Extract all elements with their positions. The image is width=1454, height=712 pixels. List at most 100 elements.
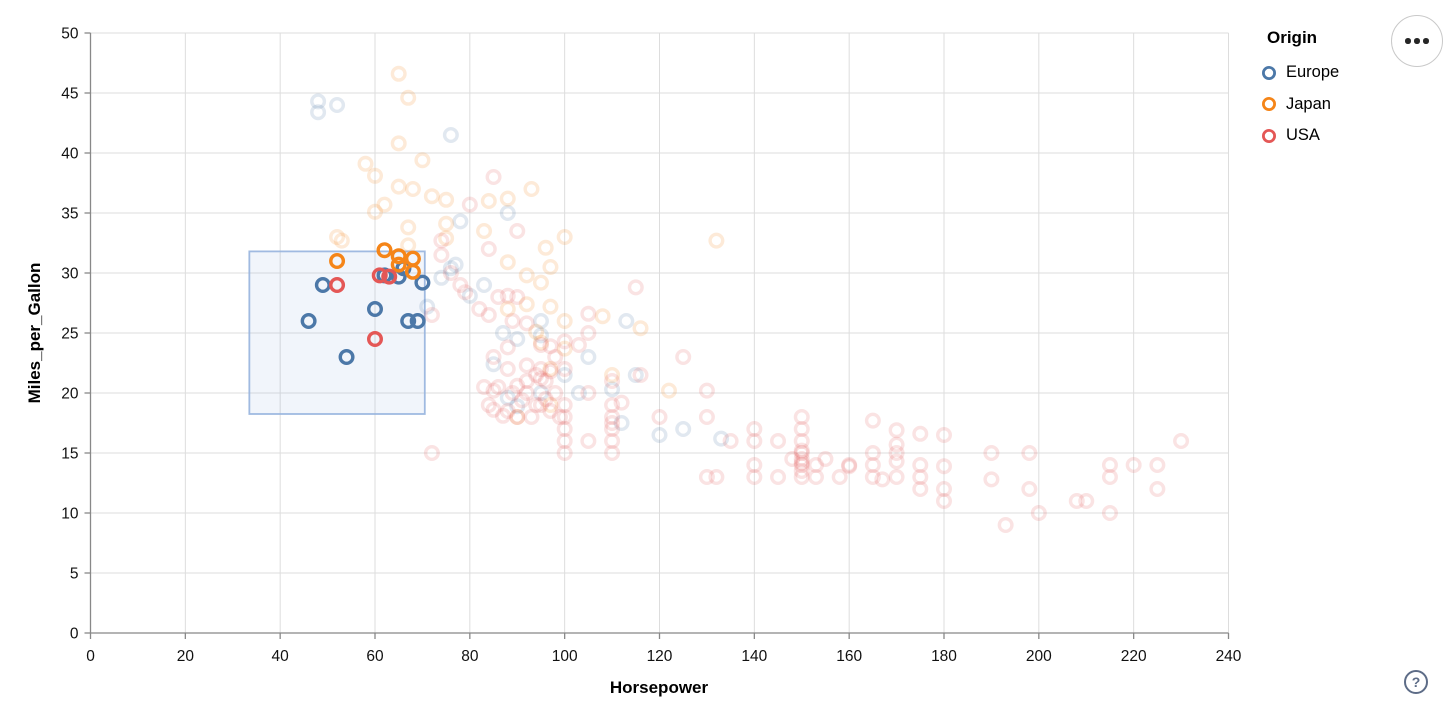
data-point-unselected <box>499 301 516 318</box>
data-point-unselected <box>471 301 488 318</box>
data-point-selected <box>404 263 421 280</box>
data-point-unselected <box>532 274 549 291</box>
data-point-unselected <box>698 382 715 399</box>
y-tick-label: 30 <box>61 266 79 283</box>
y-tick-label: 45 <box>61 86 78 103</box>
data-point-unselected <box>831 469 848 486</box>
y-tick-label: 50 <box>61 26 79 43</box>
brush-selection[interactable] <box>248 250 426 415</box>
data-point-unselected <box>864 469 881 486</box>
data-point-unselected <box>888 469 905 486</box>
data-point-unselected <box>476 222 493 239</box>
data-point-unselected <box>556 340 573 357</box>
data-point-selected <box>329 252 346 269</box>
data-point-unselected <box>476 379 493 396</box>
data-point-unselected <box>864 457 881 474</box>
x-tick-label: 200 <box>1026 648 1052 665</box>
data-point-unselected <box>433 269 450 286</box>
data-point-unselected <box>793 451 810 468</box>
data-point-unselected <box>518 385 535 402</box>
data-point-unselected <box>532 361 549 378</box>
data-point-unselected <box>841 457 858 474</box>
data-point-unselected <box>537 239 554 256</box>
data-point-unselected <box>770 433 787 450</box>
data-point-unselected <box>746 421 763 438</box>
data-point-unselected <box>556 397 573 414</box>
data-point-unselected <box>746 469 763 486</box>
axes <box>84 32 1230 639</box>
data-point-unselected <box>532 370 549 387</box>
data-point-unselected <box>537 391 554 408</box>
data-point-unselected <box>367 167 384 184</box>
data-point-unselected <box>518 315 535 332</box>
data-point-unselected <box>509 409 526 426</box>
data-point-selected <box>376 242 393 259</box>
data-point-unselected <box>580 433 597 450</box>
data-point-selected <box>300 313 317 330</box>
options-button[interactable] <box>1391 15 1443 67</box>
help-button[interactable]: ? <box>1404 670 1428 694</box>
data-point-unselected <box>793 457 810 474</box>
data-point-unselected <box>746 433 763 450</box>
data-point-unselected <box>936 458 953 475</box>
data-point-unselected <box>452 277 469 294</box>
data-point-unselected <box>485 401 502 418</box>
data-point-unselected <box>604 409 621 426</box>
data-point-unselected <box>580 325 597 342</box>
data-point-unselected <box>390 178 407 195</box>
data-point-unselected <box>722 433 739 450</box>
data-point-unselected <box>556 228 573 245</box>
data-point-unselected <box>423 188 440 205</box>
data-point-unselected <box>442 265 459 282</box>
data-point-unselected <box>912 481 929 498</box>
data-point-unselected <box>485 382 502 399</box>
data-point-unselected <box>333 232 350 249</box>
data-point-unselected <box>556 445 573 462</box>
data-point-unselected <box>1068 493 1085 510</box>
data-point-unselected <box>1078 493 1095 510</box>
data-point-unselected <box>509 398 526 415</box>
data-point-unselected <box>556 421 573 438</box>
data-point-unselected <box>490 289 507 306</box>
data-point-unselected <box>400 89 417 106</box>
data-point-unselected <box>495 325 512 342</box>
data-point-unselected <box>698 409 715 426</box>
data-point-unselected <box>495 407 512 424</box>
data-point-unselected <box>528 367 545 384</box>
data-point-unselected <box>632 367 649 384</box>
data-point-unselected <box>983 471 1000 488</box>
data-point-unselected <box>618 313 635 330</box>
data-point-unselected <box>490 379 507 396</box>
data-point-unselected <box>447 256 464 273</box>
x-tick-label: 240 <box>1216 648 1242 665</box>
data-point-unselected <box>841 458 858 475</box>
data-point-unselected <box>499 361 516 378</box>
data-point-unselected <box>423 445 440 462</box>
data-point-unselected <box>329 228 346 245</box>
data-point-unselected <box>367 203 384 220</box>
data-point-unselected <box>1101 505 1118 522</box>
data-point-unselected <box>485 349 502 366</box>
data-point-unselected <box>594 308 611 325</box>
data-point-unselected <box>442 260 459 277</box>
europe-ring-icon <box>1262 65 1276 80</box>
japan-ring-icon <box>1262 97 1276 112</box>
data-point-unselected <box>547 349 564 366</box>
data-point-unselected <box>499 204 516 221</box>
data-point-unselected <box>556 333 573 350</box>
x-tick-label: 120 <box>647 648 673 665</box>
data-point-unselected <box>1021 445 1038 462</box>
legend-item-usa: USA <box>1261 120 1339 152</box>
grid-lines <box>90 32 1229 633</box>
data-point-unselected <box>660 382 677 399</box>
y-tick-label: 5 <box>70 566 79 583</box>
x-tick-label: 220 <box>1121 648 1147 665</box>
data-point-unselected <box>485 356 502 373</box>
x-tick-label: 60 <box>366 648 384 665</box>
data-point-unselected <box>651 427 668 444</box>
x-tick-label: 20 <box>177 648 195 665</box>
data-point-unselected <box>580 385 597 402</box>
data-point-unselected <box>888 436 905 453</box>
